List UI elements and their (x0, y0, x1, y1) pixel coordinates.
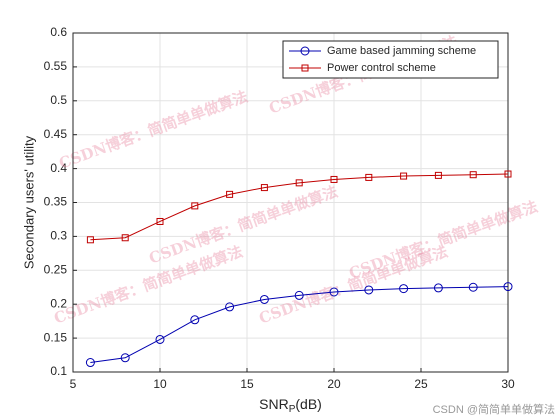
marker (155, 334, 165, 344)
x-tick-label: 15 (240, 377, 254, 391)
x-tick-label: 20 (327, 377, 341, 391)
legend-label: Game based jamming scheme (327, 45, 476, 57)
y-tick-label: 0.15 (44, 330, 68, 344)
y-tick-label: 0.3 (50, 229, 67, 243)
marker (365, 173, 373, 181)
marker (434, 171, 442, 179)
x-tick-label: 30 (501, 377, 515, 391)
x-axis-label-part: SNR (259, 396, 289, 412)
y-tick-label: 0.2 (50, 296, 67, 310)
marker (191, 202, 199, 210)
marker (295, 179, 303, 187)
x-axis-label-part: P (289, 404, 296, 415)
marker (468, 282, 478, 292)
y-axis-label: Secondary users' utility (21, 135, 36, 269)
legend-marker (300, 46, 310, 56)
y-tick-label: 0.35 (44, 195, 68, 209)
marker (86, 236, 94, 244)
marker (259, 294, 269, 304)
x-axis-label-part: (dB) (295, 396, 321, 412)
marker (503, 282, 513, 292)
y-tick-label: 0.45 (44, 127, 68, 141)
y-tick-label: 0.25 (44, 262, 68, 276)
marker (399, 284, 409, 294)
y-tick-label: 0.4 (50, 161, 67, 175)
x-axis-label: SNRP(dB) (259, 396, 322, 415)
y-tick-label: 0.55 (44, 59, 68, 73)
x-tick-label: 10 (153, 377, 167, 391)
marker (156, 217, 164, 225)
marker (364, 285, 374, 295)
legend-label: Power control scheme (327, 62, 436, 74)
marker (329, 287, 339, 297)
marker (504, 170, 512, 178)
legend-marker (301, 64, 309, 72)
series-line (90, 286, 509, 364)
marker (330, 175, 338, 183)
x-tick-label: 5 (70, 377, 77, 391)
marker (85, 358, 95, 368)
series-line (90, 173, 509, 241)
marker (433, 283, 443, 293)
marker (226, 190, 234, 198)
marker (190, 315, 200, 325)
marker (400, 172, 408, 180)
marker (121, 234, 129, 242)
y-tick-label: 0.1 (50, 364, 67, 378)
y-tick-label: 0.6 (50, 25, 67, 39)
x-tick-label: 25 (414, 377, 428, 391)
marker (469, 171, 477, 179)
marker (225, 302, 235, 312)
marker (294, 290, 304, 300)
marker (260, 184, 268, 192)
legend (282, 40, 499, 79)
axes-box (72, 32, 509, 373)
footer: CSDN @简简单单做算法 (433, 402, 555, 416)
y-tick-label: 0.5 (50, 93, 67, 107)
marker (120, 353, 130, 363)
